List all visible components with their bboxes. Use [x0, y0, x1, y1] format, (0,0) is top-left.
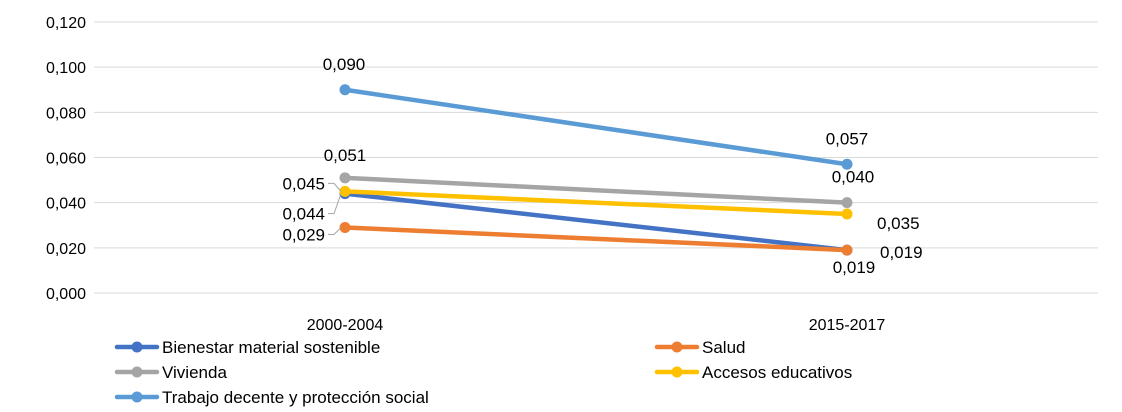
data-point	[841, 208, 853, 220]
data-label: 0,029	[282, 226, 325, 245]
y-tick-label: 0,100	[46, 60, 86, 77]
y-tick-label: 0,040	[46, 196, 86, 213]
data-label: 0,044	[282, 205, 325, 224]
data-point	[339, 172, 351, 184]
data-point	[339, 185, 351, 197]
series-line	[342, 225, 850, 253]
data-label: 0,045	[282, 174, 325, 193]
data-label-leader	[328, 193, 342, 215]
data-label-leader	[328, 227, 342, 236]
y-tick-label: 0,000	[46, 286, 86, 303]
data-label: 0,019	[833, 258, 876, 277]
legend-label: Trabajo decente y protección social	[162, 388, 429, 407]
data-point	[339, 84, 351, 96]
legend-marker	[131, 391, 143, 403]
data-label: 0,040	[832, 168, 875, 187]
x-tick-label: 2000-2004	[307, 317, 384, 334]
legend-marker	[131, 366, 143, 378]
data-point	[339, 222, 351, 234]
data-label: 0,019	[880, 243, 923, 262]
y-tick-label: 0,080	[46, 105, 86, 122]
series-line	[342, 87, 850, 167]
x-tick-label: 2015-2017	[809, 317, 886, 334]
y-tick-label: 0,120	[46, 15, 86, 32]
legend-label: Salud	[702, 338, 745, 357]
series-line	[342, 189, 850, 217]
series-line	[342, 191, 850, 253]
y-tick-label: 0,020	[46, 241, 86, 258]
legend-label: Accesos educativos	[702, 363, 852, 382]
data-label: 0,051	[324, 146, 367, 165]
series-line	[342, 175, 850, 205]
data-point	[841, 244, 853, 256]
legend-label: Vivienda	[162, 363, 227, 382]
legend-marker	[131, 341, 143, 353]
legend-marker	[671, 341, 683, 353]
data-point	[841, 158, 853, 170]
data-point	[841, 197, 853, 209]
y-tick-label: 0,060	[46, 151, 86, 168]
legend-label: Bienestar material sostenible	[162, 338, 380, 357]
legend-marker	[671, 366, 683, 378]
data-label: 0,090	[323, 55, 366, 74]
data-label: 0,035	[877, 214, 920, 233]
data-label-leader	[328, 182, 342, 192]
data-label: 0,057	[826, 129, 869, 148]
